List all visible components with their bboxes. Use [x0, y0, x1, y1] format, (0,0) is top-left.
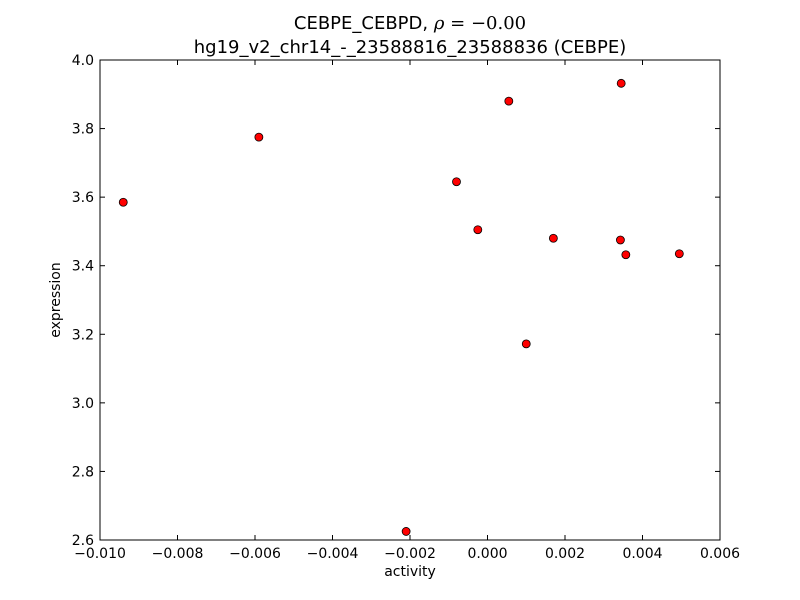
data-point [621, 250, 631, 260]
data-point [401, 527, 411, 536]
rho-symbol: ρ [433, 13, 445, 34]
data-point [521, 339, 531, 349]
y-tick-label: 4.0 [72, 53, 94, 69]
x-tick-label: 0.002 [545, 546, 585, 562]
x-axis-label: activity [384, 564, 436, 580]
x-tick-label: 0.000 [467, 546, 507, 562]
x-tick-label: −0.006 [229, 546, 281, 562]
y-tick-label: 2.6 [72, 533, 94, 549]
y-tick-label: 3.4 [72, 259, 94, 275]
data-point [504, 96, 514, 106]
data-point [452, 177, 461, 187]
y-tick-label: 2.8 [72, 464, 94, 480]
y-tick-label: 3.8 [72, 122, 94, 138]
data-point [473, 225, 483, 235]
chart-title-prefix: CEBPE_CEBPD, [294, 13, 434, 34]
x-tick-label: −0.010 [74, 546, 126, 562]
x-tick-label: 0.004 [622, 546, 662, 562]
y-tick-label: 3.6 [72, 190, 94, 206]
y-axis-label: expression [48, 262, 64, 338]
x-tick-label: −0.004 [307, 546, 359, 562]
data-point [548, 233, 558, 243]
rho-value: = −0.00 [444, 13, 526, 34]
data-points [118, 78, 684, 536]
x-tick-label: 0.006 [700, 546, 740, 562]
data-point [616, 78, 626, 88]
data-point [674, 249, 684, 259]
chart-title-line1: CEBPE_CEBPD, ρ = −0.00 [294, 13, 526, 34]
y-tick-label: 3.0 [72, 396, 94, 412]
data-point [616, 235, 625, 245]
chart-title-line2: hg19_v2_chr14_-_23588816_23588836 (CEBPE… [194, 37, 626, 58]
data-point [254, 132, 264, 142]
plot-area [99, 59, 721, 541]
y-axis-ticks: 2.6 2.8 3.0 3.2 3.4 3.6 3.8 4.0 [72, 53, 720, 549]
x-tick-label: −0.008 [152, 546, 204, 562]
y-tick-label: 3.2 [72, 327, 94, 343]
x-axis-ticks: −0.010 −0.008 −0.006 −0.004 −0.002 0.000 0.002… [74, 60, 740, 562]
x-tick-label: −0.002 [384, 546, 436, 562]
data-point [118, 197, 128, 207]
